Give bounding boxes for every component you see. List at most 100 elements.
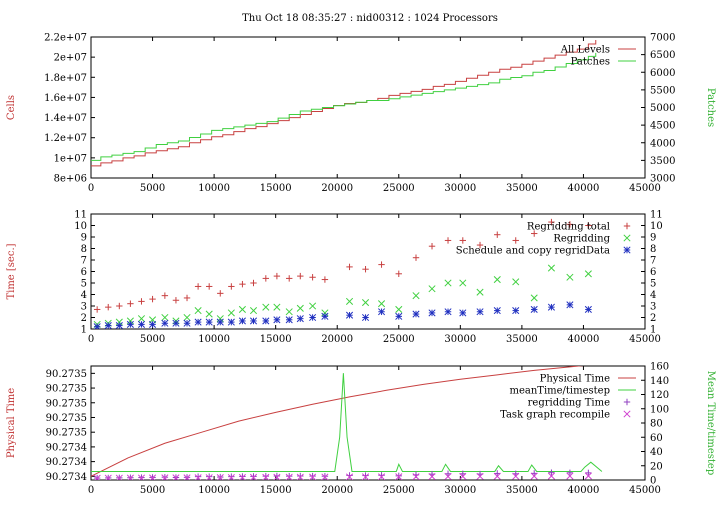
series-2-2-point-6-d2 [161, 313, 169, 322]
y2-axis-label: Mean Time/timestep [705, 371, 716, 475]
series-3-4-point-22-d2 [361, 473, 370, 480]
series-3-4-point-10-d2 [206, 474, 213, 480]
x-tick-label: 40000 [568, 183, 600, 194]
y-tick-label: 1.6e+07 [44, 93, 87, 104]
plot-data [93, 218, 592, 329]
series-2-2-point-19-d2 [309, 302, 317, 310]
legend-marker-d2 [623, 410, 631, 418]
y2-axis-label: Patches [705, 88, 716, 127]
y2-tick-label: 0 [650, 476, 656, 487]
series-2-2-point-18-d2 [296, 304, 304, 312]
y2-tick-label: 3000 [650, 174, 675, 185]
series-3-4-point-7-d2 [173, 474, 180, 480]
y2-tick-label: 4000 [650, 138, 675, 149]
series-2-2-point-11-d2 [216, 315, 224, 323]
y-tick-label: 8e+06 [54, 174, 87, 185]
y2-tick-label: 60 [650, 433, 663, 444]
series-3-4-point-23-d2 [377, 473, 386, 480]
series-3-4-point-24-d2 [395, 473, 403, 480]
legend-label: Regridding total [527, 222, 610, 233]
legend-label: regridding Time [528, 398, 610, 409]
x-tick-label: 20000 [321, 183, 353, 194]
series-2-2-point-34-d2 [566, 273, 574, 281]
y2-tick-label: 160 [650, 362, 669, 373]
series-2-3-point-29-d2 [476, 308, 484, 316]
series-2-2-point-21-d2 [345, 297, 354, 305]
x-tick-label: 20000 [321, 485, 353, 496]
series-2-3-point-23-d2 [377, 308, 386, 316]
x-tick-label: 30000 [444, 183, 476, 194]
series-2-3-point-34-d2 [566, 301, 574, 309]
series-3-4-point-11-d2 [217, 474, 224, 480]
series-3-4-point-8-d2 [184, 474, 191, 480]
y-tick-label: 3 [81, 302, 87, 313]
series-2-3-point-3-d2 [126, 320, 134, 328]
y-tick-label: 1 [81, 325, 87, 336]
series-2-3-point-7-d2 [172, 319, 180, 327]
y-tick-label: 7 [81, 256, 87, 267]
legend-label: Task graph recompile [500, 410, 610, 421]
series-2-2-point-15-d2 [262, 303, 270, 311]
series-3-4-point-4-d2 [138, 474, 146, 480]
y2-tick-label: 140 [650, 376, 669, 387]
y-tick-label: 90.2734 [46, 457, 87, 468]
series-3-4-point-9-d2 [195, 474, 202, 480]
y2-tick-label: 1 [650, 325, 656, 336]
y2-tick-label: 7 [650, 256, 656, 267]
series-2-2-point-14-d2 [249, 307, 258, 315]
y-tick-label: 1.2e+07 [44, 133, 87, 144]
y-axis-label: Cells [6, 95, 17, 120]
series-2-3-point-2-d2 [115, 321, 123, 329]
series-2-3-point-35-d2 [584, 305, 592, 314]
series-2-2-point-24-d2 [395, 305, 403, 314]
y2-tick-label: 11 [650, 210, 663, 221]
x-tick-label: 15000 [260, 485, 292, 496]
chart-panel-2: 0 5000 10000 15000 20000 25000 30000 35000 40000… [6, 210, 663, 346]
series-2-2-point-16-d2 [273, 303, 281, 311]
series-3-4-point-26-d2 [428, 473, 436, 480]
series-3-4-point-1-d2 [105, 474, 112, 480]
series-2-3-point-26-d2 [428, 309, 436, 317]
series-2-3-point-14-d2 [249, 317, 258, 325]
series-3-4-point-13-d2 [239, 473, 246, 480]
y-axis-label: Time [sec.] [6, 243, 17, 299]
series-3-4-point-31-d2 [512, 472, 520, 480]
series-3-4-point-17-d2 [285, 473, 293, 480]
y-tick-label: 2e+07 [54, 53, 87, 64]
series-2-2-point-9-d2 [194, 307, 202, 315]
series-2-3-point-20-d2 [321, 312, 329, 320]
x-tick-label: 0 [88, 183, 94, 194]
series-3-4-point-15-d2 [262, 473, 270, 480]
series-3-4-point-3-d2 [127, 474, 134, 480]
series-3-4-point-21-d2 [345, 473, 354, 480]
series-3-4-point-20-d2 [321, 473, 329, 480]
series-3-4-point-29-d2 [476, 472, 484, 480]
y2-tick-label: 9 [650, 233, 656, 244]
series-2-3-point-12-d2 [227, 318, 235, 326]
x-tick-label: 45000 [629, 183, 661, 194]
x-tick-label: 10000 [198, 485, 230, 496]
x-tick-label: 25000 [383, 183, 415, 194]
series-2-3-point-4-d2 [137, 320, 146, 328]
y2-tick-label: 20 [650, 461, 663, 472]
y2-tick-label: 7000 [650, 33, 675, 44]
series-2-3-point-21-d2 [345, 311, 354, 319]
y-tick-label: 90.2735 [46, 413, 87, 424]
series-2-2-point-2-d2 [115, 318, 123, 326]
series-2-2-point-17-d2 [285, 308, 293, 316]
y-tick-label: 1.4e+07 [44, 113, 87, 124]
legend-label: Patches [571, 57, 610, 68]
y-tick-label: 90.2735 [46, 428, 87, 439]
series-3-4-point-35-d2 [584, 472, 592, 480]
series-1-1-line [91, 40, 597, 167]
series-2-2-point-13-d2 [238, 305, 246, 314]
series-3-4-point-19-d2 [309, 473, 317, 480]
series-2-3-point-25-d2 [412, 310, 420, 318]
y2-tick-label: 40 [650, 447, 663, 458]
series-2-2-point-4-d2 [137, 315, 146, 323]
series-2-3-point-33-d2 [547, 303, 555, 311]
x-tick-label: 5000 [140, 334, 165, 345]
series-2-3-point-13-d2 [238, 317, 246, 325]
